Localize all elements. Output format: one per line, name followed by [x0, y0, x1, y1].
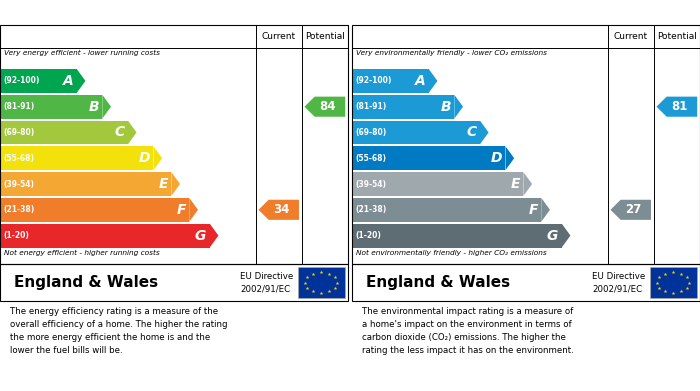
Text: E: E [158, 177, 168, 191]
Text: (92-100): (92-100) [356, 76, 392, 85]
Text: D: D [139, 151, 150, 165]
Text: E: E [510, 177, 520, 191]
Text: Not environmentally friendly - higher CO₂ emissions: Not environmentally friendly - higher CO… [356, 250, 547, 256]
Text: (55-68): (55-68) [4, 154, 34, 163]
Text: 84: 84 [319, 100, 335, 113]
Text: Potential: Potential [305, 32, 345, 41]
Polygon shape [505, 146, 514, 170]
Polygon shape [77, 69, 85, 93]
Text: Very energy efficient - lower running costs: Very energy efficient - lower running co… [4, 50, 160, 56]
Text: The environmental impact rating is a measure of
a home's impact on the environme: The environmental impact rating is a mea… [363, 307, 574, 355]
Text: (81-91): (81-91) [356, 102, 386, 111]
Text: Not energy efficient - higher running costs: Not energy efficient - higher running co… [4, 250, 160, 256]
Bar [0, 95, 102, 118]
Polygon shape [153, 146, 162, 170]
Text: Potential: Potential [657, 32, 696, 41]
Polygon shape [102, 95, 111, 118]
Text: Very environmentally friendly - lower CO₂ emissions: Very environmentally friendly - lower CO… [356, 50, 547, 56]
Bar [0, 69, 77, 93]
Text: (1-20): (1-20) [4, 231, 29, 240]
Text: England & Wales: England & Wales [14, 275, 158, 290]
Text: B: B [88, 100, 99, 114]
Bar [352, 69, 428, 93]
Text: C: C [114, 126, 125, 140]
Text: Environmental Impact (CO₂) Rating: Environmental Impact (CO₂) Rating [360, 6, 593, 19]
Text: (69-80): (69-80) [4, 128, 35, 137]
Bar [352, 146, 505, 170]
Polygon shape [561, 224, 570, 248]
Text: 27: 27 [625, 203, 641, 216]
Polygon shape [610, 200, 651, 220]
Text: 34: 34 [273, 203, 289, 216]
Bar [298, 267, 344, 298]
Polygon shape [657, 97, 697, 117]
Text: The energy efficiency rating is a measure of the
overall efficiency of a home. T: The energy efficiency rating is a measur… [10, 307, 228, 355]
Bar [650, 267, 696, 298]
Text: EU Directive
2002/91/EC: EU Directive 2002/91/EC [240, 272, 293, 293]
Polygon shape [210, 224, 218, 248]
Text: (21-38): (21-38) [356, 205, 386, 214]
Text: B: B [440, 100, 451, 114]
Text: (39-54): (39-54) [356, 179, 386, 188]
Polygon shape [189, 198, 198, 222]
Bar [352, 172, 524, 196]
Text: (69-80): (69-80) [356, 128, 386, 137]
Text: A: A [414, 74, 426, 88]
Text: Energy Efficiency Rating: Energy Efficiency Rating [8, 6, 172, 19]
Text: (55-68): (55-68) [356, 154, 386, 163]
Text: G: G [547, 229, 559, 242]
Bar [352, 198, 541, 222]
Text: (81-91): (81-91) [4, 102, 35, 111]
Text: (39-54): (39-54) [4, 179, 34, 188]
Text: C: C [466, 126, 477, 140]
Bar [0, 146, 153, 170]
Text: (1-20): (1-20) [356, 231, 382, 240]
Polygon shape [172, 172, 180, 196]
Polygon shape [454, 95, 463, 118]
Text: EU Directive
2002/91/EC: EU Directive 2002/91/EC [592, 272, 645, 293]
Text: G: G [195, 229, 206, 242]
Polygon shape [480, 120, 489, 144]
Bar [352, 120, 480, 144]
Polygon shape [428, 69, 438, 93]
Text: 81: 81 [671, 100, 687, 113]
Text: F: F [528, 203, 538, 217]
Bar [0, 224, 210, 248]
Text: Current: Current [614, 32, 648, 41]
Text: A: A [62, 74, 74, 88]
Polygon shape [304, 97, 345, 117]
Bar [0, 120, 128, 144]
Polygon shape [258, 200, 299, 220]
Bar [352, 224, 561, 248]
Text: (92-100): (92-100) [4, 76, 40, 85]
Text: Current: Current [262, 32, 296, 41]
Polygon shape [541, 198, 550, 222]
Bar [352, 95, 454, 118]
Polygon shape [524, 172, 532, 196]
Text: F: F [176, 203, 186, 217]
Polygon shape [128, 120, 136, 144]
Text: (21-38): (21-38) [4, 205, 35, 214]
Text: D: D [491, 151, 502, 165]
Bar [0, 198, 189, 222]
Text: England & Wales: England & Wales [366, 275, 510, 290]
Bar [0, 172, 172, 196]
